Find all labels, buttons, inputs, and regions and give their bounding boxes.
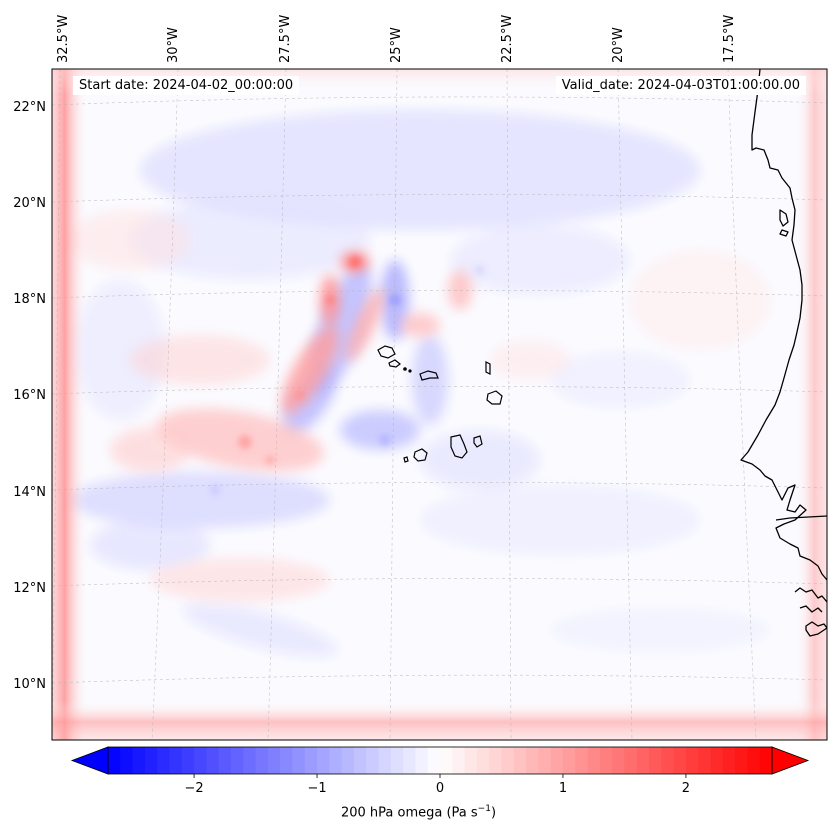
colorbar-segment [735,747,749,774]
negative-omega-regions [70,110,770,658]
longitude-labels: 32.5°W 30°W 27.5°W 25°W 22.5°W 20°W 17.5… [56,15,737,63]
lon-label: 25°W [389,27,404,63]
lon-label: 17.5°W [722,15,737,63]
colorbar-segment [722,747,736,774]
colorbar-extend-max [771,746,810,775]
colorbar-segment [685,747,699,774]
lon-label: 22.5°W [500,15,515,63]
colorbar-segment [403,747,417,774]
colorbar-segment [230,747,244,774]
lon-label: 20°W [611,27,626,63]
lat-label: 16°N [13,388,46,403]
colorbar-segment [489,747,503,774]
lat-label: 12°N [13,581,46,596]
colorbar-segment [206,747,220,774]
map-frame [51,68,828,741]
colorbar-tick-label: 2 [682,781,690,796]
colorbar-segment [661,747,675,774]
omega-field [52,69,827,740]
colorbar-tick-label: 0 [436,781,444,796]
cape-verde-islands [377,345,503,463]
colorbar-segment [452,747,466,774]
omega-detail [210,256,485,495]
colorbar-segment [759,747,773,774]
colorbar-segment [366,747,380,774]
colorbar-segment [255,747,269,774]
colorbar-segment [673,747,687,774]
colorbar-tick-label: 1 [559,781,567,796]
start-date-label: Start date: 2024-04-02_00:00:00 [73,76,300,95]
colorbar-segment [280,747,294,774]
colorbar-segment [169,747,183,774]
lat-label: 14°N [13,485,46,500]
lat-label: 20°N [13,196,46,211]
colorbar-variable: 200 hPa omega (Pa s [340,805,478,821]
colorbar-segment [144,747,158,774]
colorbar-segment [194,747,207,774]
colorbar-segment [329,747,343,774]
lat-label: 18°N [13,292,46,307]
colorbar-segment [353,747,367,774]
valid-date-label: Valid_date: 2024-04-03T01:00:00.00 [555,76,806,95]
latitude-labels: 22°N 20°N 18°N 16°N 14°N 12°N 10°N [13,100,46,692]
lat-label: 22°N [13,100,46,115]
colorbar-segment [218,747,232,774]
lon-label: 27.5°W [278,15,293,63]
colorbar-segment [317,747,330,774]
colorbar-segment [575,747,589,774]
colorbar-segment [636,747,650,774]
colorbar-segment [710,747,724,774]
lon-label: 32.5°W [56,15,71,63]
colorbar-segment [132,747,146,774]
colorbar-segment [181,747,195,774]
colorbar-segment [267,747,281,774]
colorbar-segment [415,747,429,774]
colorbar-segment [427,747,441,774]
colorbar-unit-exponent: −1 [477,804,491,814]
lon-label: 30°W [166,27,181,63]
colorbar-segment [292,747,306,774]
gridlines [52,69,827,740]
colorbar-segment [464,747,478,774]
colorbar-segment [624,747,638,774]
colorbar-segment [526,747,539,774]
colorbar-extend-min [70,746,109,775]
colorbar-unit-close: ) [490,805,497,821]
colorbar-segment [108,747,121,774]
colorbar-segment [476,747,490,774]
colorbar-segment [698,747,712,774]
colorbar-segment [304,747,318,774]
colorbar-segment [120,747,134,774]
coastline [740,69,827,637]
lat-label: 10°N [13,677,46,692]
colorbar-tick-label: −2 [184,781,203,796]
colorbar-segment [587,747,601,774]
colorbar-segment [341,747,355,774]
positive-omega-regions [70,210,770,602]
colorbar-segment [538,747,552,774]
colorbar-segment [243,747,257,774]
colorbar-segment [747,747,761,774]
colorbar-segment [599,747,613,774]
colorbar-title: 200 hPa omega (Pa s−1) [0,804,837,820]
colorbar-segment [157,747,171,774]
colorbar-tick-label: −1 [307,781,326,796]
colorbar-segment [378,747,392,774]
colorbar-segment [612,747,626,774]
colorbar [70,746,810,775]
colorbar-segment [440,747,453,774]
colorbar-segment [550,747,564,774]
colorbar-ticks: −2 −1 0 1 2 [184,774,690,796]
colorbar-segment [501,747,515,774]
colorbar-segment [513,747,527,774]
colorbar-segment [649,747,662,774]
colorbar-segment [562,747,576,774]
colorbar-segment [390,747,404,774]
